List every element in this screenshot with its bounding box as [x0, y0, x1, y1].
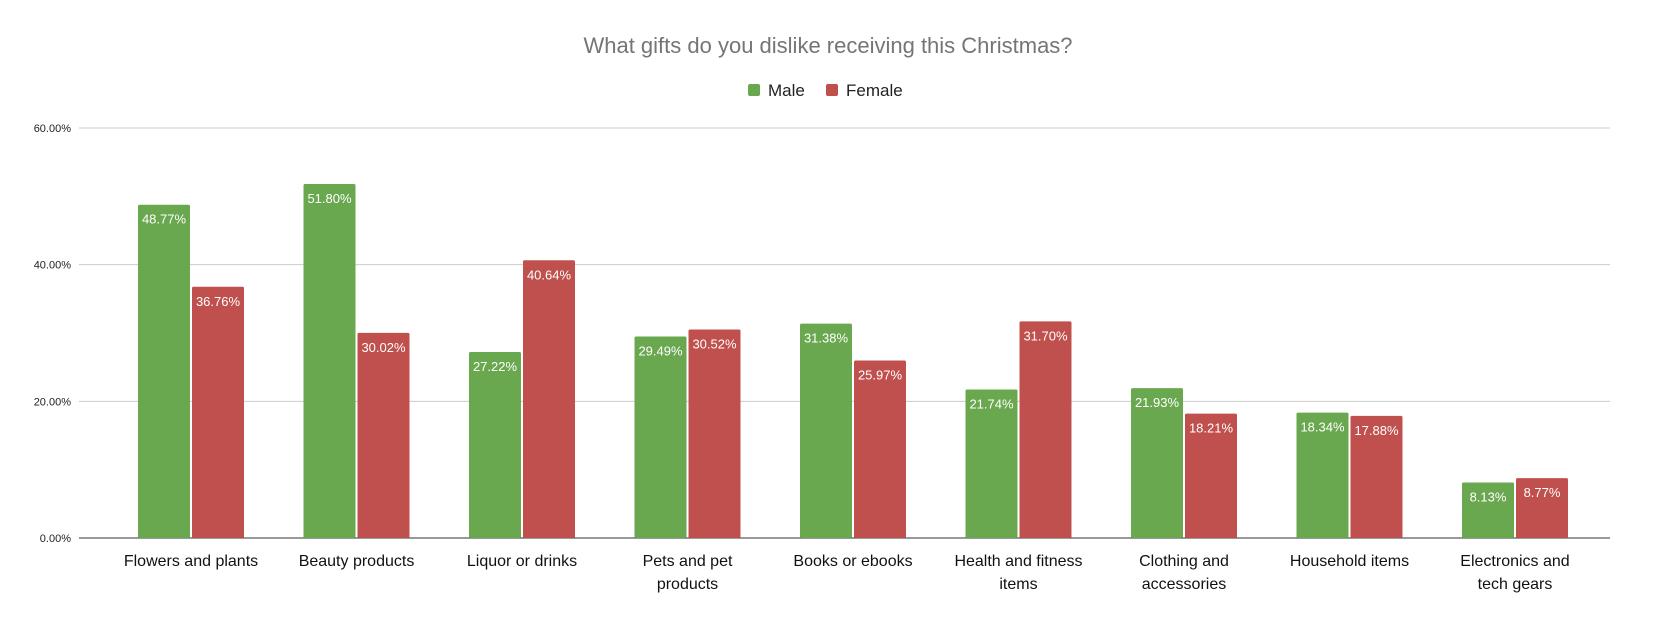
data-label: 18.21% [1189, 421, 1234, 436]
bar-male [469, 351, 521, 538]
y-tick-label: 0.00% [40, 533, 71, 545]
x-tick-label: Beauty products [299, 553, 415, 570]
data-label: 18.34% [1300, 420, 1345, 435]
legend: Male Female [748, 81, 903, 100]
data-label: 31.70% [1023, 328, 1068, 343]
y-tick-label: 60.00% [34, 123, 72, 135]
bar-male [138, 204, 190, 538]
legend-swatch [748, 84, 760, 96]
bar-male [1296, 412, 1349, 538]
data-label: 30.52% [692, 336, 737, 351]
x-tick-label: tech gears [1478, 576, 1553, 593]
x-tick-label: Pets and pet [643, 553, 733, 570]
data-label: 36.76% [196, 294, 241, 309]
bar-female [1516, 478, 1568, 538]
chart-title: What gifts do you dislike receiving this… [583, 33, 1072, 58]
data-label: 8.77% [1524, 485, 1561, 500]
bar-male [965, 389, 1018, 538]
x-tick-label: items [999, 576, 1037, 593]
x-axis-labels: Flowers and plants Beauty products Liquor … [124, 553, 1570, 593]
bar-male [1131, 388, 1183, 538]
data-label: 8.13% [1470, 489, 1507, 504]
x-tick-label: accessories [1142, 576, 1226, 593]
x-tick-label: Liquor or drinks [467, 553, 577, 570]
data-label: 29.49% [638, 343, 683, 358]
bar-male [634, 336, 687, 538]
x-tick-label: Health and fitness [954, 553, 1082, 570]
x-tick-label: Household items [1290, 553, 1409, 570]
legend-label: Female [846, 81, 903, 100]
bar-female [1019, 321, 1072, 538]
data-label: 17.88% [1354, 423, 1399, 438]
bar-female [192, 286, 244, 538]
x-tick-label: Clothing and [1139, 553, 1229, 570]
bar-male [800, 323, 852, 538]
data-label: 51.80% [307, 191, 352, 206]
bar-female [523, 260, 575, 538]
data-label: 48.77% [142, 212, 187, 227]
data-label: 27.22% [473, 359, 518, 374]
legend-swatch [826, 84, 838, 96]
data-label: 21.74% [969, 396, 1014, 411]
bar-male [303, 184, 356, 539]
data-label: 25.97% [858, 368, 903, 383]
bar-female [854, 360, 906, 538]
y-tick-label: 40.00% [34, 260, 72, 272]
bars: 48.77% 36.76% 51.80% 30.02% 27.22% 40.64% 29.4… [138, 184, 1568, 539]
bar-female [1185, 413, 1237, 538]
x-tick-label: products [657, 576, 718, 593]
y-tick-label: 20.00% [34, 396, 72, 408]
bar-female [688, 329, 741, 538]
data-label: 40.64% [527, 267, 572, 282]
x-tick-label: Books or ebooks [793, 553, 912, 570]
x-tick-label: Electronics and [1460, 553, 1569, 570]
bar-female [1350, 415, 1403, 538]
bar-female [357, 332, 410, 538]
bar-male [1462, 482, 1514, 538]
data-label: 31.38% [804, 331, 849, 346]
x-tick-label: Flowers and plants [124, 553, 258, 570]
data-label: 30.02% [361, 340, 406, 355]
legend-label: Male [768, 81, 805, 100]
data-label: 21.93% [1135, 395, 1180, 410]
